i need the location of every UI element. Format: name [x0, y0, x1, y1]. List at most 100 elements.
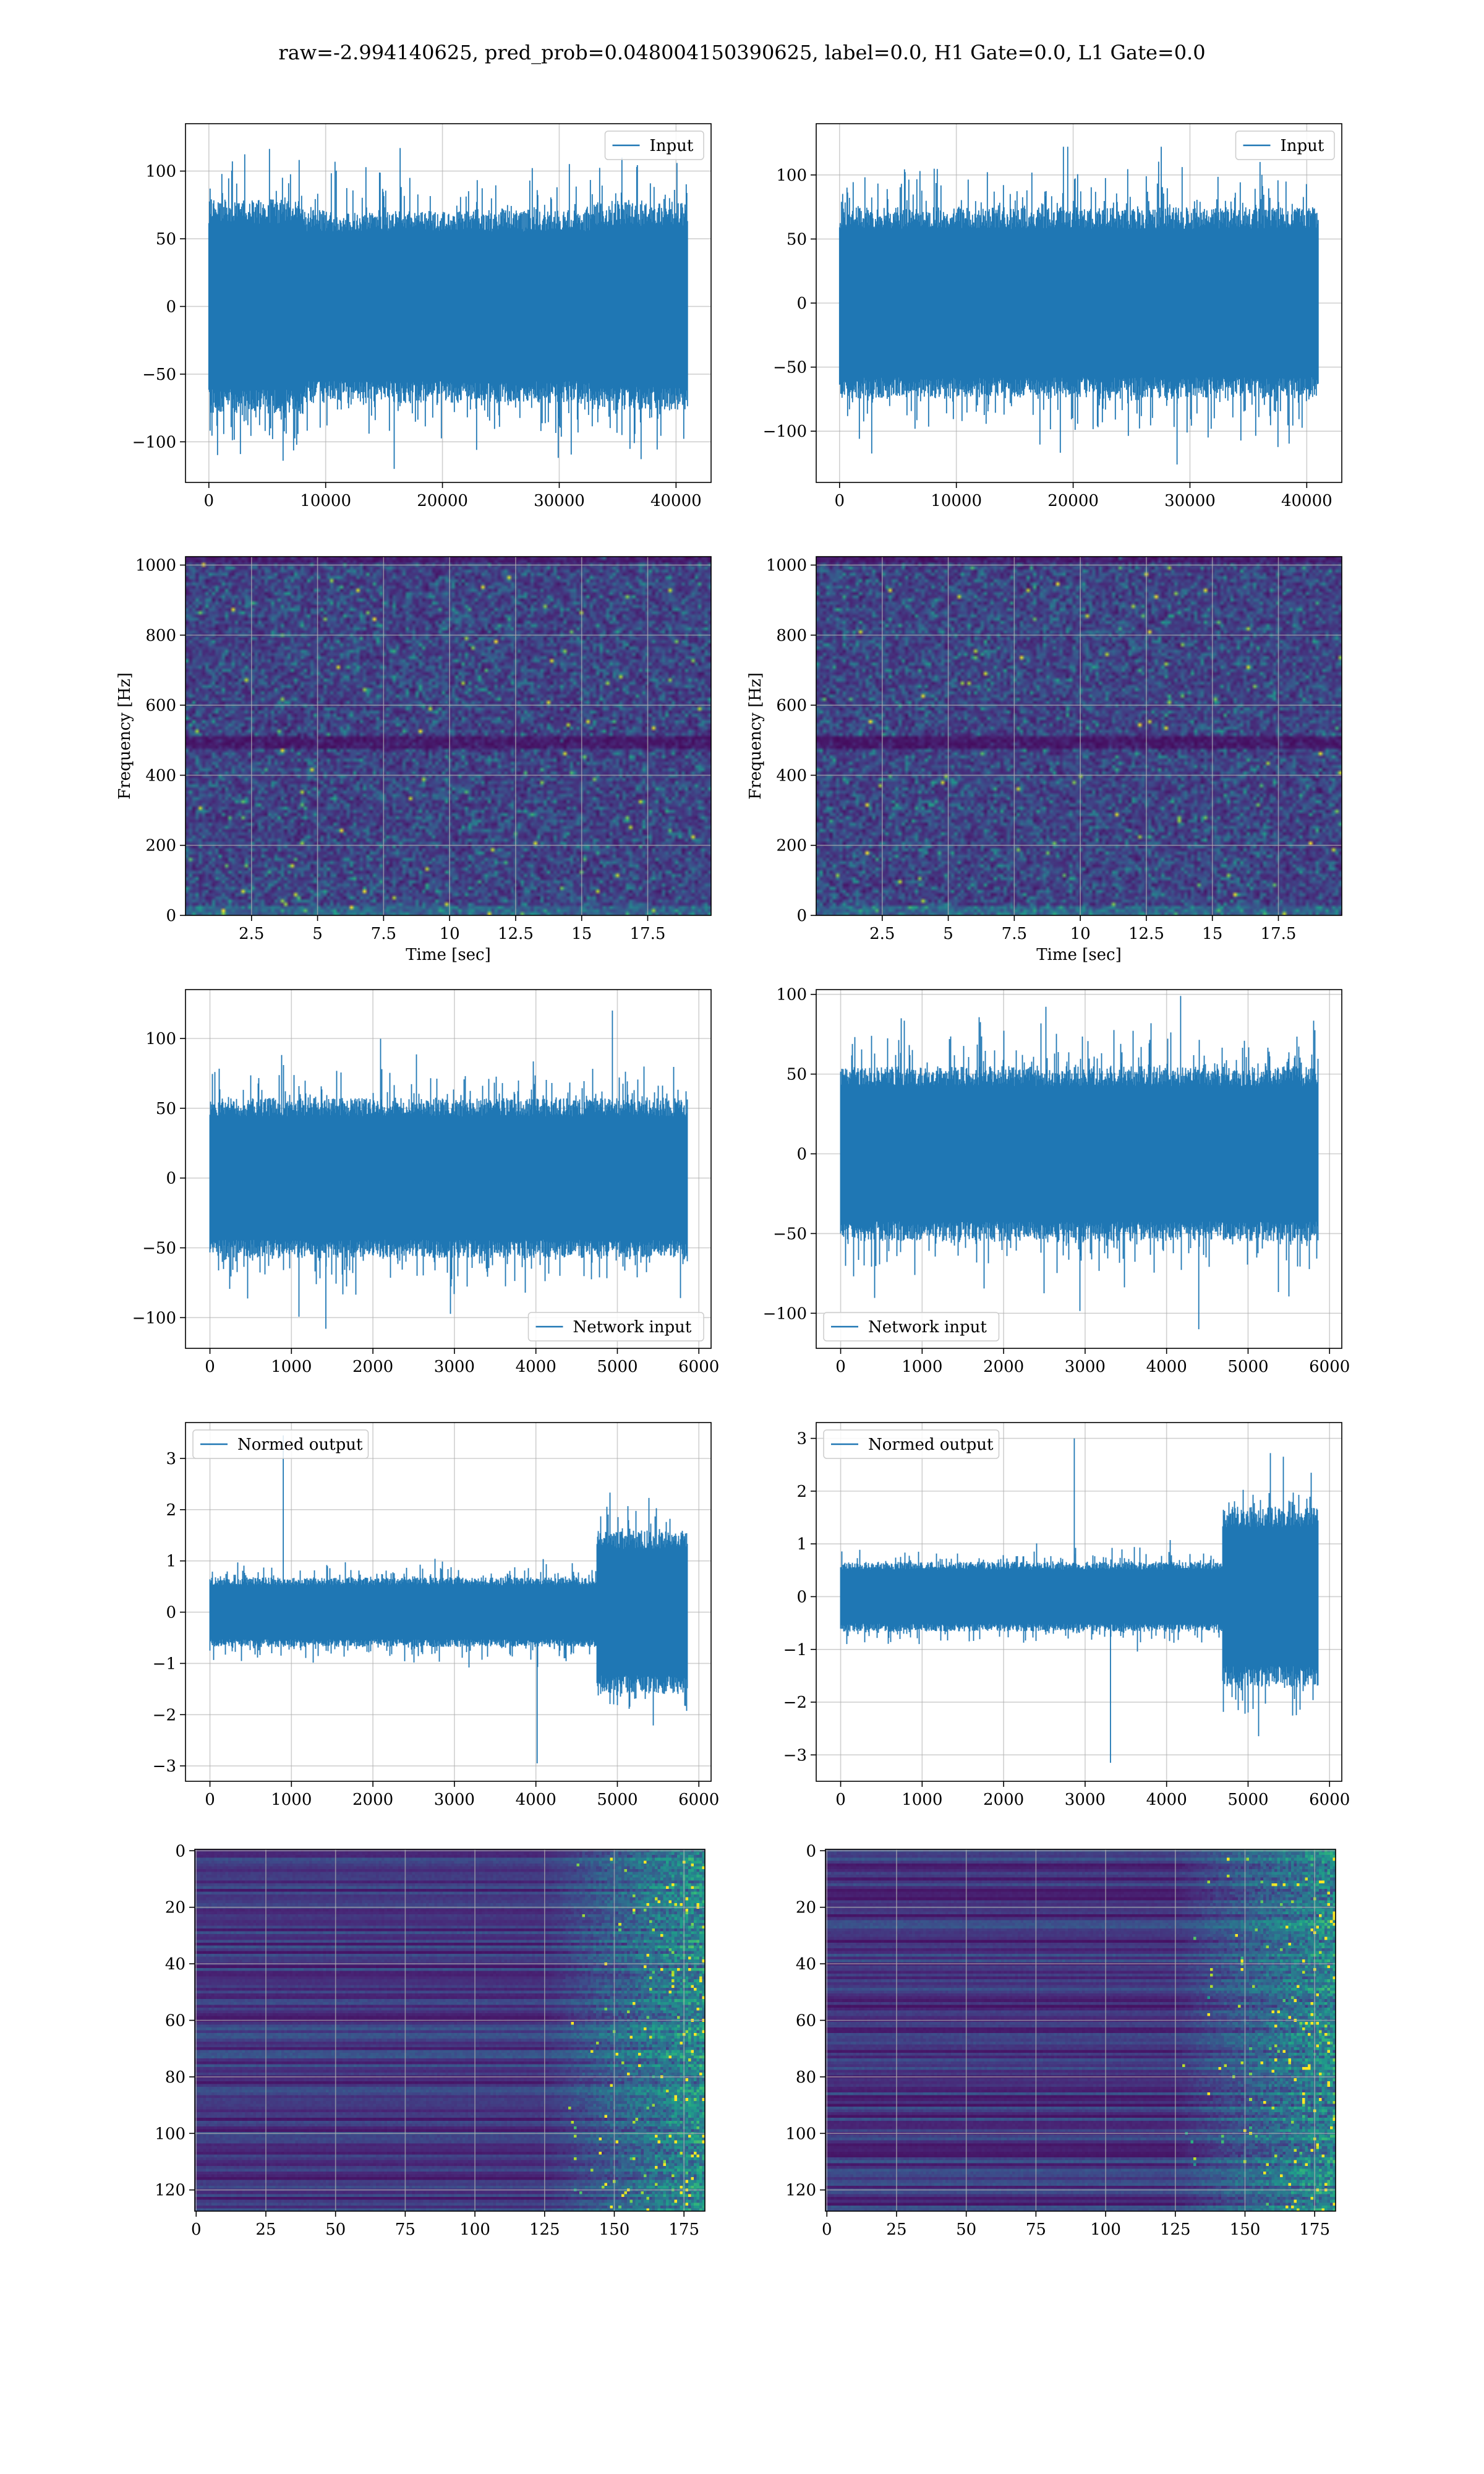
axes-frame — [185, 123, 712, 483]
y-tick-label: 400 — [776, 766, 807, 785]
y-tick-label: 100 — [776, 986, 807, 1004]
y-tick-label: 1000 — [766, 557, 807, 575]
y-tick-label: 50 — [787, 230, 807, 249]
y-tick-label: 3 — [166, 1450, 176, 1468]
y-tick-label: 120 — [155, 2181, 186, 2200]
y-tick-label: −1 — [783, 1641, 807, 1659]
legend: Network input — [527, 1312, 704, 1342]
figure-title: raw=-2.994140625, pred_prob=0.0480041503… — [278, 41, 1206, 64]
x-tick-label: 40000 — [1281, 492, 1333, 510]
y-tick-label: −3 — [153, 1757, 176, 1776]
x-tick-label: 100 — [1090, 2220, 1121, 2239]
normed-output-panel-l1: 0 1000 2000 3000 4000 5000 6000 −3 −2 −1 0 1 2 3 Norme… — [783, 1422, 1350, 1809]
spectrogram-image — [816, 557, 1342, 915]
y-tick-label: 80 — [796, 2068, 816, 2087]
y-tick-label: −50 — [142, 366, 176, 384]
x-tick-label: 150 — [599, 2220, 630, 2239]
x-axis-label: Time [sec] — [406, 946, 491, 964]
y-tick-label: 100 — [776, 166, 807, 185]
x-tick-label: 10 — [440, 925, 460, 943]
x-tick-label: 10000 — [931, 492, 982, 510]
x-tick-label: 2000 — [983, 1791, 1024, 1809]
series-line-normed-output — [209, 1435, 688, 1763]
legend-box — [527, 1312, 704, 1342]
y-tick-label: 20 — [165, 1899, 186, 1917]
network-input-panel-h1: 0 1000 2000 3000 4000 5000 6000 −100 −50 0 50 100 Ne… — [132, 989, 719, 1376]
x-tick-label: 75 — [1026, 2220, 1046, 2239]
y-tick-label: 0 — [796, 1588, 807, 1606]
y-tick-label: 600 — [145, 696, 176, 715]
x-tick-label: 5 — [943, 925, 953, 943]
y-tick-label: −2 — [153, 1706, 176, 1724]
y-axis-label: Frequency [Hz] — [116, 672, 134, 800]
series-line-network-input — [209, 1010, 688, 1329]
axes-frame — [816, 1422, 1342, 1782]
y-tick-label: −50 — [773, 1225, 807, 1243]
x-tick-label: 40000 — [650, 492, 702, 510]
x-tick-label: 3000 — [434, 1358, 475, 1376]
x-tick-label: 30000 — [534, 492, 585, 510]
x-tick-label: 7.5 — [1002, 925, 1027, 943]
legend-box — [823, 1312, 1000, 1342]
legend: Input — [604, 131, 704, 160]
x-tick-label: 0 — [835, 1358, 846, 1376]
y-tick-label: 400 — [145, 766, 176, 785]
y-tick-label: 50 — [787, 1066, 807, 1084]
legend-label: Input — [1281, 137, 1324, 155]
y-tick-label: 0 — [796, 1145, 807, 1164]
x-tick-label: 175 — [668, 2220, 699, 2239]
y-tick-label: 40 — [165, 1955, 186, 1974]
y-tick-label: 120 — [785, 2181, 816, 2200]
x-tick-label: 0 — [835, 1791, 846, 1809]
normed-output-panel-h1: 0 1000 2000 3000 4000 5000 6000 −3 −2 −1 0 1 2 3 Norme… — [153, 1422, 719, 1809]
series-group — [840, 1438, 1319, 1763]
y-tick-label: 0 — [796, 907, 807, 925]
x-tick-label: 30000 — [1164, 492, 1216, 510]
y-tick-label: 0 — [175, 1842, 186, 1860]
input-panel-h1: 0 10000 20000 30000 40000 −100 −50 0 50 100 Input — [132, 123, 712, 510]
y-tick-label: −50 — [773, 359, 807, 377]
y-tick-label: 100 — [155, 2125, 186, 2143]
y-tick-label: −100 — [763, 1304, 807, 1323]
feature-map-panel-l1: 0 25 50 75 100 125 150 175 0 20 40 60 80 100 120 — [785, 1842, 1336, 2239]
y-tick-label: 40 — [796, 1955, 816, 1974]
x-tick-label: 75 — [395, 2220, 416, 2239]
y-tick-label: 60 — [796, 2012, 816, 2031]
x-tick-label: 0 — [822, 2220, 832, 2239]
y-tick-label: 0 — [166, 297, 176, 316]
x-tick-label: 2000 — [983, 1358, 1024, 1376]
y-axis-label: Frequency [Hz] — [746, 672, 765, 800]
y-tick-label: 20 — [796, 1899, 816, 1917]
y-tick-label: 200 — [145, 837, 176, 855]
y-tick-label: 100 — [145, 1030, 176, 1048]
x-tick-label: 15 — [1202, 925, 1222, 943]
y-tick-label: −1 — [153, 1654, 176, 1673]
x-tick-label: 0 — [191, 2220, 202, 2239]
x-tick-label: 6000 — [678, 1791, 719, 1809]
axes-frame — [825, 1849, 1336, 2212]
y-tick-label: 100 — [785, 2125, 816, 2143]
y-tick-label: 1000 — [135, 557, 176, 575]
network-input-panel-l1: 0 1000 2000 3000 4000 5000 6000 −100 −50 0 50 100 Ne… — [763, 986, 1350, 1376]
series-group — [208, 148, 688, 469]
x-tick-label: 4000 — [1146, 1358, 1187, 1376]
legend: Input — [1235, 131, 1335, 160]
x-tick-label: 25 — [886, 2220, 906, 2239]
legend-label: Normed output — [237, 1436, 363, 1454]
series-group — [838, 147, 1319, 464]
x-tick-label: 2000 — [352, 1791, 393, 1809]
y-tick-label: 50 — [156, 230, 176, 249]
series-line-normed-output — [840, 1438, 1319, 1763]
x-tick-label: 1000 — [271, 1791, 312, 1809]
y-tick-label: −50 — [142, 1239, 176, 1258]
y-tick-label: −3 — [783, 1746, 807, 1765]
y-tick-label: 0 — [166, 1604, 176, 1622]
x-tick-label: 150 — [1230, 2220, 1261, 2239]
series-group — [209, 1435, 688, 1763]
spectrogram-panel-h1: 2.5 5 7.5 10 12.5 15 17.5 0 200 400 600 800 1000 Time… — [116, 556, 712, 964]
series-group — [840, 996, 1319, 1330]
x-tick-label: 4000 — [1146, 1791, 1187, 1809]
y-tick-label: −100 — [763, 422, 807, 441]
x-tick-label: 1000 — [271, 1358, 312, 1376]
x-tick-label: 3000 — [1065, 1358, 1106, 1376]
